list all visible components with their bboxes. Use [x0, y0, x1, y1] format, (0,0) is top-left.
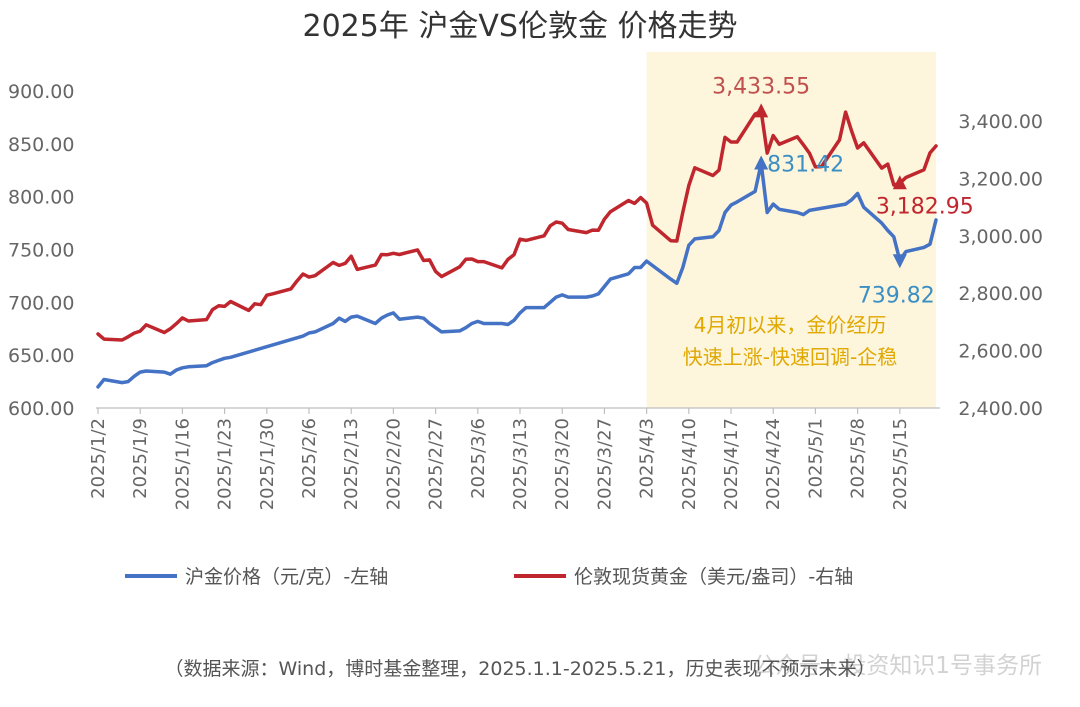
x-tick-label: 2025/4/10	[679, 418, 700, 510]
right-tick-label: 3,000.00	[958, 226, 1043, 248]
left-tick-label: 700.00	[8, 292, 74, 314]
x-tick-label: 2025/2/6	[299, 418, 320, 499]
note-line-2: 快速上涨-快速回调-企稳	[683, 345, 897, 369]
x-tick-label: 2025/2/27	[426, 418, 447, 510]
left-tick-label: 650.00	[8, 345, 74, 367]
annotation-marker	[754, 155, 769, 170]
marker-layer	[754, 103, 907, 269]
series-line-london-gold	[96, 109, 938, 342]
x-tick-label: 2025/1/9	[130, 418, 151, 499]
left-tick-label: 750.00	[8, 240, 74, 262]
x-tick-label: 2025/1/30	[257, 418, 278, 510]
right-y-axis: 2,400.00 2,600.00 2,800.00 3,000.00 3,200.00…	[958, 111, 1043, 420]
note-box: 4月初以来，金价经历 快速上涨-快速回调-企稳	[683, 313, 897, 369]
annotation-label: 3,433.55	[712, 74, 810, 99]
x-tick-label: 2025/4/17	[721, 418, 742, 510]
legend: 沪金价格（元/克）-左轴 伦敦现货黄金（美元/盎司）-右轴	[125, 566, 853, 588]
right-tick-label: 3,200.00	[958, 168, 1043, 190]
annotation-marker	[754, 103, 769, 118]
watermark: 公众号 · 投资知识1号事务所	[752, 653, 1042, 679]
x-tick-label: 2025/1/16	[172, 418, 193, 510]
series-line-shfe-gold	[96, 161, 938, 389]
x-tick-label: 2025/1/23	[215, 418, 236, 510]
x-tick-label: 2025/3/27	[594, 418, 615, 510]
data-source: （数据来源：Wind，博时基金整理，2025.1.1-2025.5.21，历史表…	[165, 658, 876, 680]
annotation-label: 739.82	[858, 283, 935, 308]
chart-title: 2025年 沪金VS伦敦金 价格走势	[303, 9, 738, 44]
left-tick-label: 850.00	[8, 134, 74, 156]
legend-label-shfe: 沪金价格（元/克）-左轴	[185, 566, 388, 588]
x-tick-label: 2025/5/15	[890, 418, 911, 510]
x-tick-label: 2025/4/24	[763, 418, 784, 510]
annotation-label: 3,182.95	[876, 194, 974, 219]
right-tick-label: 2,600.00	[958, 341, 1043, 363]
right-tick-label: 2,400.00	[958, 398, 1043, 420]
x-tick-label: 2025/5/1	[805, 418, 826, 499]
x-axis: 2025/1/2 2025/1/9 2025/1/16 2025/1/23 2025/1…	[88, 408, 911, 510]
annotation-marker	[892, 254, 907, 269]
series-layer	[96, 109, 938, 389]
legend-label-london: 伦敦现货黄金（美元/盎司）-右轴	[574, 566, 853, 588]
x-tick-label: 2025/3/13	[510, 418, 531, 510]
x-tick-label: 2025/3/6	[468, 418, 489, 499]
note-line-1: 4月初以来，金价经历	[694, 313, 887, 337]
annotation-label: 831.42	[767, 152, 844, 177]
left-tick-label: 900.00	[8, 81, 74, 103]
annotations: 3,433.55 831.42 3,182.95 739.82	[712, 74, 974, 308]
x-tick-label: 2025/4/3	[637, 418, 658, 499]
x-tick-label: 2025/3/20	[552, 418, 573, 510]
right-tick-label: 2,800.00	[958, 283, 1043, 305]
x-tick-label: 2025/2/13	[341, 418, 362, 510]
right-tick-label: 3,400.00	[958, 111, 1043, 133]
annotation-marker	[892, 175, 907, 190]
left-tick-label: 600.00	[8, 398, 74, 420]
x-tick-label: 2025/2/20	[383, 418, 404, 510]
x-tick-label: 2025/1/2	[88, 418, 109, 499]
left-y-axis: 600.00 650.00 700.00 750.00 800.00 850.00 900.…	[8, 81, 74, 420]
x-tick-label: 2025/5/8	[848, 418, 869, 499]
left-tick-label: 800.00	[8, 187, 74, 209]
